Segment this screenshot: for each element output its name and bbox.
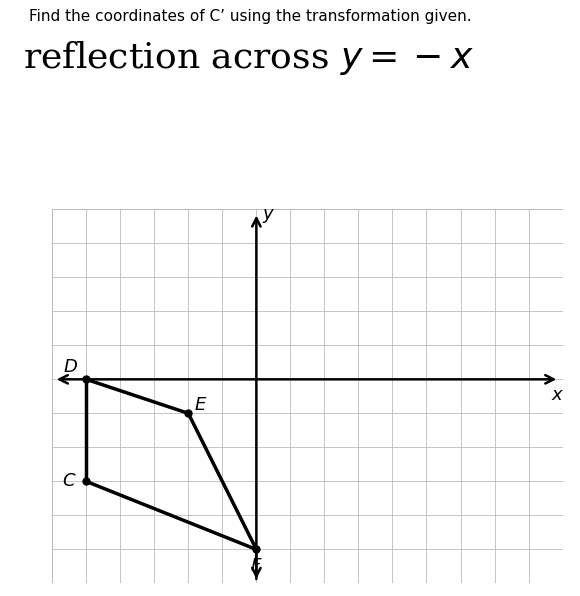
Text: $x$: $x$ — [551, 386, 564, 403]
Text: $\mathit{E}$: $\mathit{E}$ — [194, 396, 207, 414]
Text: $y$: $y$ — [262, 207, 275, 225]
Text: $\mathit{F}$: $\mathit{F}$ — [250, 557, 263, 576]
Text: $\mathit{C}$: $\mathit{C}$ — [62, 473, 77, 491]
Text: $\mathit{D}$: $\mathit{D}$ — [63, 358, 78, 377]
Text: Find the coordinates of C’ using the transformation given.: Find the coordinates of C’ using the tra… — [29, 9, 472, 24]
Text: reflection across $y=-x$: reflection across $y=-x$ — [23, 39, 474, 77]
